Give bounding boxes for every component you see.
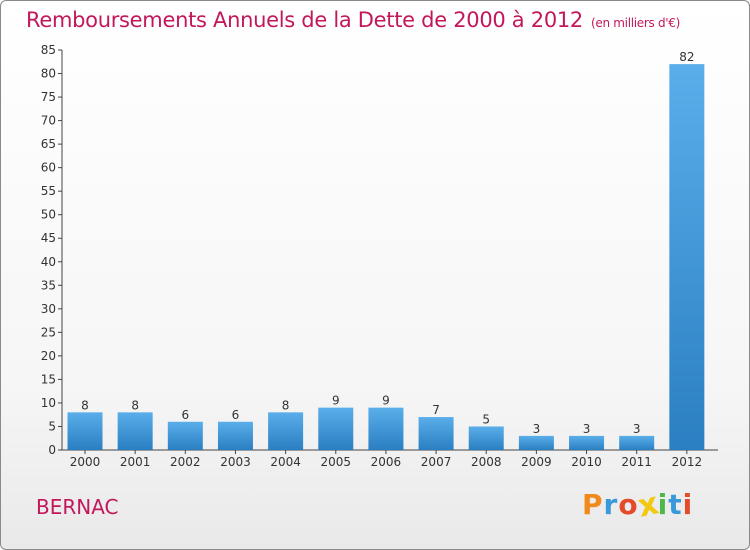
bar-2007 bbox=[418, 417, 454, 450]
chart-title-text: Remboursements Annuels de la Dette de 20… bbox=[26, 8, 583, 32]
logo-letter: i bbox=[682, 488, 694, 521]
y-tick-label: 45 bbox=[41, 231, 56, 245]
x-tick-label: 2004 bbox=[270, 455, 301, 469]
y-tick-label: 65 bbox=[41, 137, 56, 151]
x-tick-label: 2003 bbox=[220, 455, 251, 469]
value-label-2009: 3 bbox=[533, 422, 541, 436]
y-tick-label: 50 bbox=[41, 208, 56, 222]
proxiti-logo: Proxiti bbox=[582, 485, 694, 525]
value-label-2008: 5 bbox=[482, 412, 490, 426]
x-tick-label: 2012 bbox=[672, 455, 703, 469]
value-label-2006: 9 bbox=[382, 394, 390, 408]
y-tick-label: 25 bbox=[41, 325, 56, 339]
x-tick-label: 2001 bbox=[120, 455, 151, 469]
value-label-2011: 3 bbox=[633, 422, 641, 436]
bar-2008 bbox=[468, 426, 504, 450]
y-tick-label: 60 bbox=[41, 161, 56, 175]
bar-2003 bbox=[217, 421, 253, 450]
logo-letter: i bbox=[657, 488, 669, 521]
y-tick-label: 80 bbox=[41, 67, 56, 81]
value-label-2012: 82 bbox=[679, 50, 694, 64]
logo-letter: P bbox=[582, 488, 604, 521]
y-tick-label: 0 bbox=[48, 443, 56, 457]
y-tick-label: 75 bbox=[41, 90, 56, 104]
value-label-2002: 6 bbox=[181, 408, 189, 422]
y-tick-label: 30 bbox=[41, 302, 56, 316]
bar-2002 bbox=[167, 421, 203, 450]
bar-2000 bbox=[67, 412, 103, 450]
value-label-2003: 6 bbox=[232, 408, 240, 422]
logo-letter: r bbox=[603, 488, 619, 521]
bar-2006 bbox=[368, 407, 404, 450]
x-tick-label: 2008 bbox=[471, 455, 502, 469]
x-tick-label: 2005 bbox=[320, 455, 351, 469]
x-tick-label: 2002 bbox=[170, 455, 201, 469]
logo-letter: o bbox=[618, 488, 639, 521]
x-tick-label: 2006 bbox=[371, 455, 402, 469]
logo-letter: t bbox=[668, 488, 683, 521]
value-label-2004: 8 bbox=[282, 398, 290, 412]
y-tick-label: 10 bbox=[41, 396, 56, 410]
y-tick-label: 55 bbox=[41, 184, 56, 198]
x-tick-label: 2009 bbox=[521, 455, 552, 469]
bar-2001 bbox=[117, 412, 153, 450]
value-label-2010: 3 bbox=[583, 422, 591, 436]
bar-2009 bbox=[518, 435, 554, 450]
value-label-2007: 7 bbox=[432, 403, 440, 417]
bar-2011 bbox=[619, 435, 655, 450]
x-tick-label: 2011 bbox=[621, 455, 652, 469]
bar-2010 bbox=[569, 435, 605, 450]
bar-2004 bbox=[268, 412, 304, 450]
y-tick-label: 85 bbox=[41, 43, 56, 57]
y-tick-label: 70 bbox=[41, 114, 56, 128]
y-tick-label: 20 bbox=[41, 349, 56, 363]
chart-title: Remboursements Annuels de la Dette de 20… bbox=[26, 8, 680, 32]
x-tick-label: 2010 bbox=[571, 455, 602, 469]
value-label-2001: 8 bbox=[131, 398, 139, 412]
chart-unit-label: (en milliers d'€) bbox=[591, 16, 681, 30]
bar-2005 bbox=[318, 407, 354, 450]
y-tick-label: 5 bbox=[48, 419, 56, 433]
y-tick-label: 35 bbox=[41, 278, 56, 292]
y-tick-label: 40 bbox=[41, 255, 56, 269]
value-label-2000: 8 bbox=[81, 398, 89, 412]
commune-name: BERNAC bbox=[36, 495, 119, 519]
value-label-2005: 9 bbox=[332, 394, 340, 408]
x-tick-label: 2000 bbox=[70, 455, 101, 469]
x-tick-label: 2007 bbox=[421, 455, 452, 469]
bar-2012 bbox=[669, 64, 705, 450]
y-tick-label: 15 bbox=[41, 372, 56, 386]
